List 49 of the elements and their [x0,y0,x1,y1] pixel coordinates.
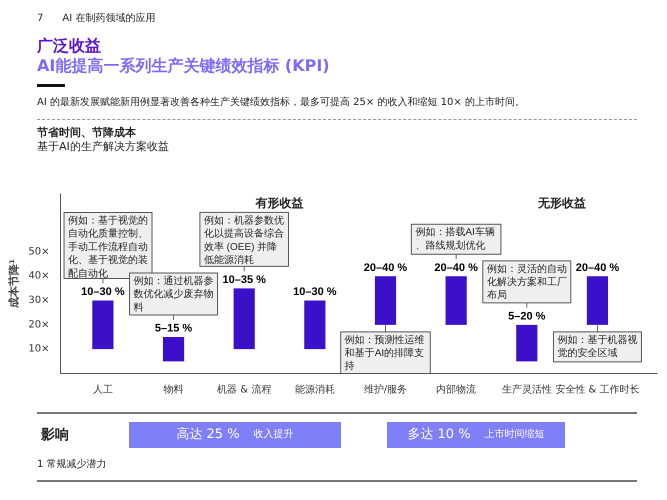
y-tick-label: 40× [28,270,50,282]
annotation: 10–30 % [81,286,125,298]
chart-title: 广泛收益 [37,36,102,56]
x-tick-label: 机器 & 流程 [217,384,272,396]
annotation: 20–40 % [364,262,408,274]
text: 节省时间、节降成本 [37,126,137,140]
text: 高达 25 % [176,426,240,444]
annotation: 例如：灵活的自动化解决方案和工厂布局 [486,262,567,302]
text: 7 AI 在制药领域的应用 [37,13,156,24]
x-tick-label: 维护/服务 [364,384,408,396]
y-tick-label: 50× [28,246,50,258]
bar [586,276,608,325]
text: 多达 10 % [407,426,471,444]
text: 1 常规减少潜力 [37,458,108,472]
bar [516,324,538,362]
text: 上市时间缩短 [484,428,545,442]
annotation: 20–40 % [434,262,478,274]
x-tick-label: 内部物流 [436,384,476,396]
annotation: 10–30 % [293,286,337,298]
x-tick-label: 安全性 & 工作时长 [555,384,640,396]
text: 基于AI的生产解决方案收益 [37,140,170,154]
x-tick-label: 能源消耗 [294,384,335,396]
annotation: 20–40 % [576,262,620,274]
annotation: 例如：机器参数优化以提高设备综合效率 (OEE) 并降低能源消耗 [204,214,284,266]
annotation: 5–15 % [154,322,192,335]
text: 影响 [40,426,70,445]
chart-subtitle: AI能提高一系列生产关键绩效指标 (KPI) [37,56,331,76]
y-tick-label: 30× [28,295,50,306]
annotation: 例如：搭载AI车辆、路线规划优化 [415,226,495,252]
bar [446,276,467,325]
annotation: 无形收益 [537,196,586,210]
x-tick-label: 物料 [164,384,184,396]
bar [374,276,396,325]
y-tick-label: 10× [28,344,50,355]
annotation: 10–35 % [222,274,266,286]
bar [162,337,184,362]
bar [304,300,326,350]
annotation: 例如：预测性运维和基于AI的排障支持 [344,334,425,372]
x-tick-label: 人工 [92,384,113,396]
x-tick-label: 生产灵活性 [502,384,552,396]
annotation: 例如：基于机器视觉的安全区域 [557,334,638,360]
text: 收入提升 [254,428,294,442]
y-axis-title: 成本节降¹ [7,258,20,309]
text: AI 的最新发展赋能新用例显著改善各种生产关键绩效指标，最多可提高 25× 的收入和缩短 10× 的上市时间。 [37,96,526,109]
bar [92,300,114,350]
annotation: 5–20 % [508,310,546,322]
y-tick-label: 20× [28,319,50,330]
bar [234,288,255,350]
annotation: 有形收益 [254,196,304,210]
